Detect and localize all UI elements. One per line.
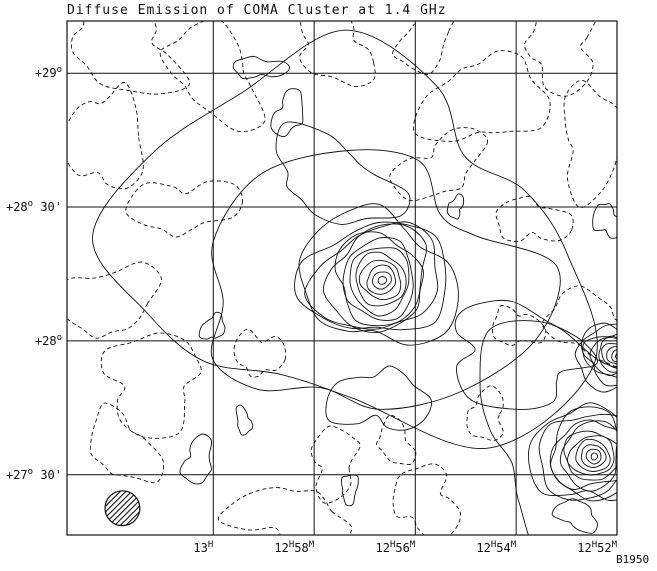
contour-lines bbox=[67, 21, 617, 535]
positive-contour-5 bbox=[342, 237, 414, 321]
positive-contour-16 bbox=[559, 420, 617, 492]
positive-contour-29 bbox=[606, 346, 617, 365]
positive-contour-43 bbox=[232, 55, 290, 80]
grid-lines bbox=[67, 21, 618, 535]
positive-contour-2 bbox=[304, 221, 439, 330]
positive-contour-30 bbox=[611, 349, 617, 363]
positive-contour-0 bbox=[298, 203, 459, 346]
positive-contour-6 bbox=[349, 247, 410, 317]
negative-contour-49 bbox=[67, 82, 144, 190]
negative-contour-62 bbox=[310, 425, 361, 504]
negative-contour-57 bbox=[524, 21, 597, 97]
positive-contour-42 bbox=[446, 193, 465, 220]
positive-contour-37 bbox=[325, 365, 432, 431]
beam-ellipse bbox=[104, 490, 141, 527]
positive-contour-12 bbox=[528, 402, 617, 501]
positive-contour-36 bbox=[454, 299, 598, 410]
positive-contour-23 bbox=[574, 323, 617, 393]
negative-contour-65 bbox=[492, 305, 547, 346]
positive-contour-4 bbox=[334, 231, 424, 327]
positive-contour-3 bbox=[323, 223, 427, 333]
positive-contour-39 bbox=[270, 88, 304, 137]
positive-contour-24 bbox=[581, 322, 617, 387]
positive-contour-9 bbox=[366, 264, 396, 295]
positive-contour-19 bbox=[575, 438, 611, 472]
negative-contour-51 bbox=[67, 261, 162, 339]
negative-contour-50 bbox=[125, 180, 244, 238]
negative-contour-58 bbox=[563, 79, 617, 209]
y-axis-tick-labels: +29o +28o 30' +28o +27o 30' bbox=[6, 65, 62, 482]
y-tick-label-0: +29o bbox=[35, 65, 62, 80]
positive-contour-11 bbox=[377, 276, 388, 285]
positive-contour-44 bbox=[551, 498, 598, 534]
positive-contour-20 bbox=[581, 444, 607, 469]
positive-contour-27 bbox=[598, 335, 617, 373]
positive-contour-38 bbox=[198, 311, 226, 340]
positive-contour-10 bbox=[371, 271, 392, 290]
negative-contour-53 bbox=[89, 402, 164, 484]
negative-contour-66 bbox=[542, 285, 617, 368]
negative-contour-68 bbox=[466, 385, 504, 441]
positive-contour-7 bbox=[355, 251, 407, 307]
positive-contour-17 bbox=[563, 430, 617, 481]
positive-contour-34 bbox=[275, 121, 411, 225]
positive-contour-21 bbox=[585, 448, 602, 465]
x-tick-label-4: 12H52M bbox=[577, 540, 617, 555]
negative-contour-55 bbox=[392, 21, 455, 75]
y-tick-label-1: +28o 30' bbox=[6, 199, 62, 214]
x-tick-label-1: 12H58M bbox=[274, 540, 314, 555]
positive-contour-22 bbox=[590, 452, 599, 461]
x-axis-tick-labels: 13H 12H58M 12H56M 12H54M 12H52M bbox=[193, 540, 617, 555]
y-tick-label-2: +28o bbox=[35, 333, 62, 348]
positive-contour-33 bbox=[92, 29, 598, 450]
positive-contour-31 bbox=[615, 353, 617, 359]
positive-contour-32 bbox=[210, 149, 561, 410]
positive-contour-13 bbox=[538, 413, 617, 501]
positive-contour-1 bbox=[294, 221, 447, 331]
x-tick-label-0: 13H bbox=[193, 540, 213, 555]
negative-contour-54 bbox=[299, 21, 376, 87]
positive-contour-41 bbox=[235, 404, 254, 436]
x-tick-label-2: 12H56M bbox=[376, 540, 416, 555]
positive-contour-35 bbox=[479, 320, 617, 535]
negative-contour-59 bbox=[389, 127, 489, 202]
positive-contour-15 bbox=[549, 419, 617, 490]
chart-title: Diffuse Emission of COMA Cluster at 1.4 … bbox=[67, 3, 447, 18]
negative-contour-64 bbox=[376, 414, 417, 466]
positive-contour-40 bbox=[179, 433, 213, 485]
positive-contour-14 bbox=[550, 406, 617, 502]
positive-contour-28 bbox=[601, 343, 617, 369]
positive-contour-25 bbox=[582, 333, 617, 378]
positive-contour-18 bbox=[567, 435, 615, 476]
positive-contour-45 bbox=[341, 474, 359, 507]
negative-contour-60 bbox=[495, 195, 574, 242]
negative-contour-63 bbox=[392, 463, 462, 535]
negative-contour-56 bbox=[413, 50, 551, 142]
positive-contour-46 bbox=[592, 203, 617, 239]
x-tick-label-3: 12H54M bbox=[476, 540, 516, 555]
plot-frame bbox=[66, 20, 618, 536]
beam-circle bbox=[104, 490, 141, 527]
negative-contour-48 bbox=[159, 21, 266, 133]
negative-contour-52 bbox=[100, 332, 202, 439]
negative-contour-61 bbox=[217, 487, 353, 535]
y-tick-label-3: +27o 30' bbox=[6, 467, 62, 482]
negative-contour-67 bbox=[233, 328, 287, 378]
epoch-label: B1950 bbox=[616, 553, 649, 566]
positive-contour-8 bbox=[358, 259, 402, 300]
